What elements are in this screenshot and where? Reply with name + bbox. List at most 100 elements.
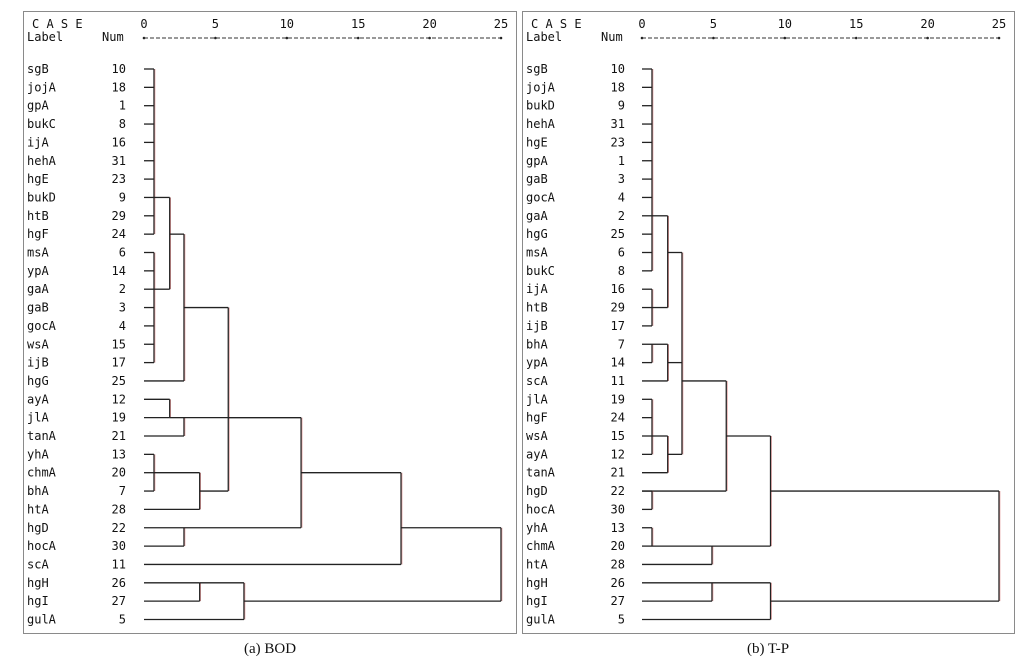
axis-tick-mark — [356, 36, 360, 40]
leaf-num: 2 — [119, 282, 126, 296]
leaf-label: gocA — [27, 319, 57, 333]
axis-tick-label: 10 — [778, 17, 792, 31]
leaf-num: 14 — [112, 264, 126, 278]
leaf-label: htA — [27, 502, 49, 516]
leaf-label: hocA — [27, 539, 57, 553]
leaf-num: 28 — [112, 502, 126, 516]
axis-tick-label: 0 — [638, 17, 645, 31]
leaf-num: 11 — [611, 374, 625, 388]
leaf-label: sgB — [526, 62, 548, 76]
leaf-num: 21 — [112, 429, 126, 443]
leaf-label: htB — [27, 209, 49, 223]
leaf-label: tanA — [27, 429, 57, 443]
leaf-num: 12 — [112, 392, 126, 406]
axis-tick-mark — [997, 36, 1001, 40]
leaf-num: 25 — [112, 374, 126, 388]
leaf-num: 31 — [611, 117, 625, 131]
axis-tick-mark — [285, 36, 289, 40]
axis-tick-mark — [783, 36, 787, 40]
leaf-num: 18 — [112, 80, 126, 94]
leaf-label: gpA — [27, 99, 49, 113]
leaf-label: ijA — [526, 282, 548, 296]
dendrogram-panel-bod: C A S E Label Num 0 5 10 15 20 25 sgB 10 jojA 18 gpA 1… — [23, 11, 517, 634]
leaf-label: msA — [27, 246, 49, 260]
leaf-label: gaA — [526, 209, 548, 223]
case-header: C A S E — [531, 17, 582, 31]
axis-tick-label: 15 — [351, 17, 365, 31]
leaf-num: 25 — [611, 227, 625, 241]
leaf-label: bhA — [526, 337, 548, 351]
num-header: Num — [102, 30, 124, 44]
leaf-label: ypA — [526, 356, 548, 370]
leaf-num: 9 — [618, 99, 625, 113]
case-header: C A S E — [32, 17, 83, 31]
leaf-num: 4 — [119, 319, 126, 333]
leaf-num: 3 — [119, 301, 126, 315]
leaf-num: 8 — [618, 264, 625, 278]
leaf-num: 1 — [119, 99, 126, 113]
leaf-num: 22 — [611, 484, 625, 498]
leaf-num: 6 — [618, 246, 625, 260]
leaf-label: hgI — [27, 594, 49, 608]
leaf-num: 1 — [618, 154, 625, 168]
leaf-label: jojA — [526, 80, 556, 94]
leaf-label: hgF — [27, 227, 49, 241]
leaf-label: bhA — [27, 484, 49, 498]
axis-tick-label: 10 — [280, 17, 294, 31]
leaf-label: sgB — [27, 62, 49, 76]
leaf-label: gaB — [27, 301, 49, 315]
axis-tick-label: 25 — [494, 17, 508, 31]
leaf-label: ijB — [526, 319, 548, 333]
leaf-label: hgE — [27, 172, 49, 186]
leaf-num: 10 — [611, 62, 625, 76]
leaf-num: 15 — [611, 429, 625, 443]
leaf-num: 13 — [112, 447, 126, 461]
leaf-num: 29 — [611, 301, 625, 315]
leaf-label: wsA — [526, 429, 548, 443]
leaf-num: 30 — [112, 539, 126, 553]
leaf-label: hgI — [526, 594, 548, 608]
leaf-num: 23 — [112, 172, 126, 186]
leaf-label: scA — [27, 557, 49, 571]
leaf-num: 13 — [611, 521, 625, 535]
leaf-num: 16 — [112, 135, 126, 149]
leaf-num: 17 — [611, 319, 625, 333]
leaf-label: gulA — [526, 613, 556, 627]
leaf-num: 19 — [611, 392, 625, 406]
leaf-num: 20 — [611, 539, 625, 553]
leaf-num: 6 — [119, 246, 126, 260]
leaf-num: 16 — [611, 282, 625, 296]
leaf-label: htA — [526, 557, 548, 571]
axis-tick-mark — [712, 36, 715, 40]
leaf-num: 24 — [611, 411, 625, 425]
label-header: Label — [526, 30, 562, 44]
leaf-num: 27 — [611, 594, 625, 608]
leaf-num: 18 — [611, 80, 625, 94]
leaf-label: ayA — [526, 447, 548, 461]
axis-tick-mark — [214, 36, 217, 40]
leaf-num: 10 — [112, 62, 126, 76]
leaf-num: 4 — [618, 190, 625, 204]
leaf-num: 23 — [611, 135, 625, 149]
leaf-label: bukC — [526, 264, 555, 278]
leaf-num: 28 — [611, 557, 625, 571]
leaf-label: jlA — [27, 411, 49, 425]
leaf-label: hgH — [526, 576, 548, 590]
leaf-label: gulA — [27, 613, 57, 627]
leaf-num: 7 — [119, 484, 126, 498]
leaf-label: gaB — [526, 172, 548, 186]
leaf-label: msA — [526, 246, 548, 260]
leaf-label: hehA — [27, 154, 57, 168]
leaf-num: 19 — [112, 411, 126, 425]
leaf-num: 17 — [112, 356, 126, 370]
dendrogram-panel-tp: C A S E Label Num 0 5 10 15 20 25 sgB 10 jojA 18 bukD… — [522, 11, 1015, 634]
caption-tp: (b) T-P — [746, 641, 790, 657]
leaf-label: hehA — [526, 117, 556, 131]
leaf-num: 3 — [618, 172, 625, 186]
leaf-label: yhA — [526, 521, 548, 535]
leaf-label: hgD — [27, 521, 49, 535]
leaf-label: gaA — [27, 282, 49, 296]
leaf-label: ayA — [27, 392, 49, 406]
leaf-num: 5 — [618, 613, 625, 627]
